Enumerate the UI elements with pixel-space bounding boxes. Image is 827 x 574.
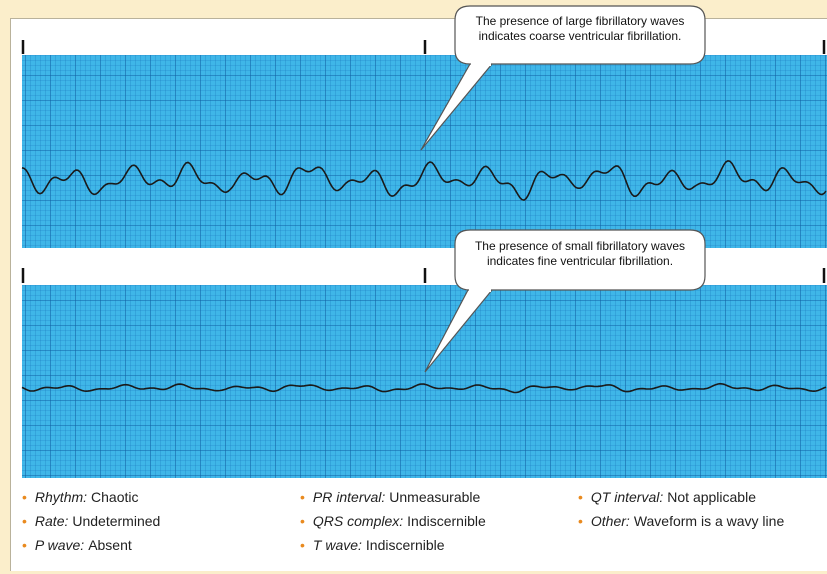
criterion-label: QT interval: bbox=[590, 489, 664, 505]
criterion: • QRS complex: Indiscernible bbox=[300, 513, 486, 529]
callout-bubble bbox=[420, 5, 706, 151]
bullet: • bbox=[578, 513, 583, 529]
criterion-label: Rate: bbox=[34, 513, 69, 529]
bullet: • bbox=[22, 489, 27, 505]
criterion-value: Not applicable bbox=[667, 489, 756, 505]
criterion-value: Absent bbox=[88, 537, 132, 553]
criterion: • P wave: Absent bbox=[22, 537, 132, 553]
criterion: • QT interval: Not applicable bbox=[578, 489, 756, 505]
criterion-value: Indiscernible bbox=[365, 537, 445, 553]
criterion-label: P wave: bbox=[34, 537, 85, 553]
callout-text: The presence of small fibrillatory waves… bbox=[474, 239, 686, 268]
criterion-label: QRS complex: bbox=[312, 513, 404, 529]
callout-bubble bbox=[424, 229, 706, 373]
time-marks bbox=[21, 40, 826, 283]
criterion-value: Undetermined bbox=[72, 513, 161, 529]
criterion-label: Other: bbox=[590, 513, 630, 529]
criterion: • T wave: Indiscernible bbox=[300, 537, 445, 553]
bullet: • bbox=[22, 537, 27, 553]
callout-text: The presence of large fibrillatory waves… bbox=[475, 14, 685, 43]
criterion-value: Indiscernible bbox=[407, 513, 486, 529]
criterion-value: Chaotic bbox=[91, 489, 139, 505]
coarse-waveform bbox=[21, 159, 827, 201]
bullet: • bbox=[578, 489, 583, 505]
fine-waveform bbox=[21, 382, 827, 394]
criterion: • Rhythm: Chaotic bbox=[22, 489, 139, 505]
grid bbox=[22, 285, 827, 478]
bullet: • bbox=[22, 513, 27, 529]
criterion-value: Unmeasurable bbox=[389, 489, 481, 505]
criterion: • PR interval: Unmeasurable bbox=[300, 489, 480, 505]
criterion: • Other: Waveform is a wavy line bbox=[578, 513, 784, 529]
grid bbox=[22, 55, 827, 248]
criterion-label: T wave: bbox=[312, 537, 362, 553]
criterion: • Rate: Undetermined bbox=[22, 513, 160, 529]
bullet: • bbox=[300, 537, 305, 553]
criterion-value: Waveform is a wavy line bbox=[633, 513, 785, 529]
bullet: • bbox=[300, 513, 305, 529]
bullet: • bbox=[300, 489, 305, 505]
criterion-label: PR interval: bbox=[312, 489, 386, 505]
criterion-label: Rhythm: bbox=[34, 489, 88, 505]
